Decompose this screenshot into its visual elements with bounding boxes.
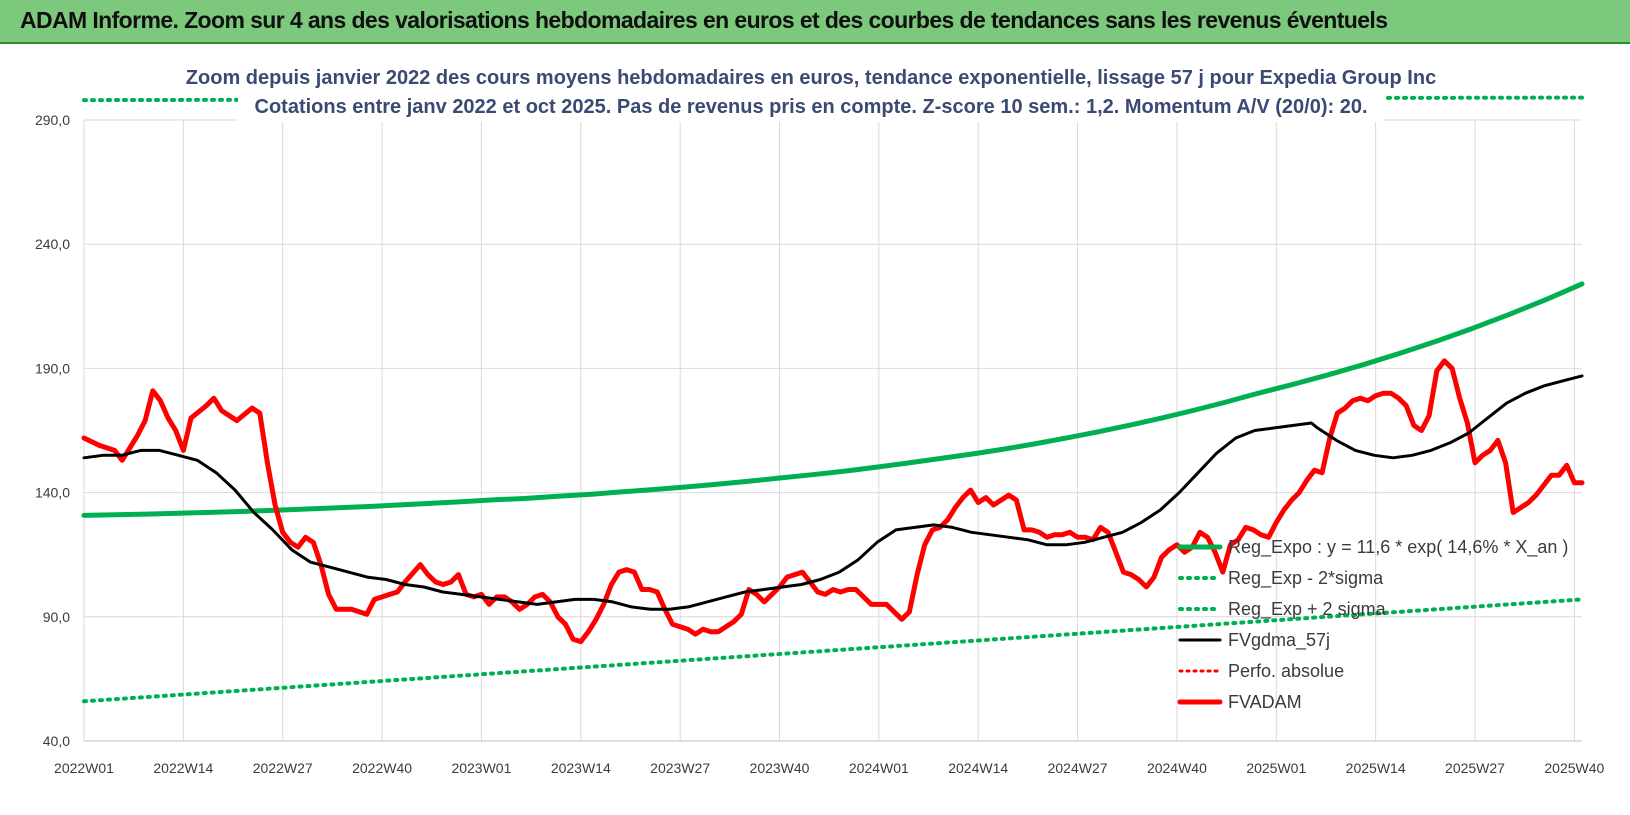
y-tick-label: 40,0 bbox=[43, 733, 70, 749]
x-tick-label: 2025W40 bbox=[1544, 760, 1604, 776]
gridlines bbox=[83, 119, 1582, 742]
x-tick-label: 2025W27 bbox=[1445, 760, 1505, 776]
legend-label: Reg_Exp - 2*sigma bbox=[1228, 568, 1384, 589]
x-tick-label: 2022W14 bbox=[153, 760, 213, 776]
x-tick-label: 2022W27 bbox=[253, 760, 313, 776]
series-line-3 bbox=[82, 374, 1584, 611]
legend-label: FVgdma_57j bbox=[1228, 630, 1330, 651]
y-tick-label: 140,0 bbox=[35, 485, 70, 501]
x-tick-label: 2023W40 bbox=[750, 760, 810, 776]
series-line-0 bbox=[81, 281, 1585, 518]
x-tick-label: 2024W14 bbox=[948, 760, 1008, 776]
x-tick-label: 2024W01 bbox=[849, 760, 909, 776]
y-tick-label: 240,0 bbox=[35, 236, 70, 252]
legend-label: Reg_Exp + 2 sigma bbox=[1228, 599, 1387, 620]
chart-subtitle-line-1: Zoom depuis janvier 2022 des cours moyen… bbox=[186, 67, 1436, 89]
y-tick-label: 290,0 bbox=[35, 112, 70, 128]
line-chart: Zoom depuis janvier 2022 des cours moyen… bbox=[35, 58, 1605, 776]
page-title: ADAM Informe. Zoom sur 4 ans des valoris… bbox=[20, 7, 1388, 33]
x-tick-label: 2025W14 bbox=[1346, 760, 1406, 776]
header-banner: ADAM Informe. Zoom sur 4 ans des valoris… bbox=[0, 0, 1630, 44]
x-tick-label: 2024W40 bbox=[1147, 760, 1207, 776]
x-tick-label: 2025W01 bbox=[1246, 760, 1306, 776]
chart-subtitle-line-2: Cotations entre janv 2022 et oct 2025. P… bbox=[255, 96, 1368, 118]
legend-label: Perfo. absolue bbox=[1228, 661, 1344, 681]
y-tick-label: 190,0 bbox=[35, 360, 70, 376]
x-tick-label: 2022W40 bbox=[352, 760, 412, 776]
legend: Reg_Expo : y = 11,6 * exp( 14,6% * X_an … bbox=[1177, 537, 1568, 712]
series-line-4 bbox=[81, 358, 1585, 645]
y-tick-label: 90,0 bbox=[43, 609, 70, 625]
x-tick-label: 2023W14 bbox=[551, 760, 611, 776]
x-tick-label: 2023W27 bbox=[650, 760, 710, 776]
x-axis-ticks: 2022W01 2022W14 2022W27 2022W40 2023W01 2023W… bbox=[54, 760, 1605, 776]
series-line-1 bbox=[82, 597, 1584, 704]
y-axis-ticks: 40,0 90,0 140,0 190,0 240,0 290,0 bbox=[35, 112, 70, 749]
x-tick-label: 2024W27 bbox=[1048, 760, 1108, 776]
x-tick-label: 2022W01 bbox=[54, 760, 114, 776]
x-tick-label: 2023W01 bbox=[451, 760, 511, 776]
legend-label: FVADAM bbox=[1228, 692, 1302, 712]
subtitle-background bbox=[238, 58, 1384, 122]
legend-label: Reg_Expo : y = 11,6 * exp( 14,6% * X_an … bbox=[1228, 537, 1568, 558]
